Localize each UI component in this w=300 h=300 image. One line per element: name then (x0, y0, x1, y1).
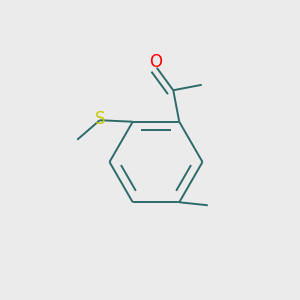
Text: S: S (94, 110, 105, 128)
Text: O: O (149, 53, 162, 71)
